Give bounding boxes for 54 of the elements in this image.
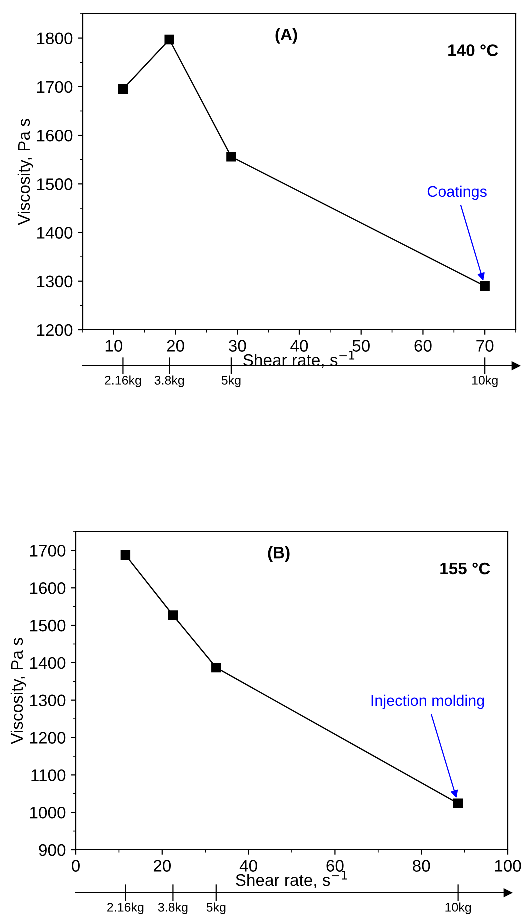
- point: [118, 84, 128, 94]
- y-tick-label: 1400: [30, 657, 66, 670]
- x-tick-label: 20: [167, 340, 184, 352]
- point: [453, 798, 464, 808]
- y-axis-title: Viscosity, Pa s: [10, 638, 26, 744]
- x-tick-label: 60: [414, 340, 432, 352]
- y-tick-label: 1500: [30, 620, 66, 632]
- x-tick-label: 30: [229, 340, 246, 352]
- x-tick-label: 100: [495, 860, 522, 872]
- annotation: (B): [268, 546, 290, 562]
- x-tick-label: 50: [352, 340, 370, 352]
- y-tick-label: 1600: [30, 582, 66, 594]
- x-tick-label: 10: [106, 340, 123, 352]
- x-tick-label: 40: [290, 340, 308, 352]
- y-tick-label: 1700: [30, 545, 66, 557]
- y-tick-label: 1300: [37, 276, 73, 288]
- annotation: 2.16kg: [108, 902, 144, 914]
- y-tick-label: 1100: [32, 770, 66, 782]
- x-tick-label: 20: [154, 860, 172, 872]
- y-tick-label: 1800: [37, 32, 73, 45]
- point: [212, 662, 222, 673]
- annotation: 140 °C: [448, 44, 498, 56]
- annotation: 5kg: [206, 902, 226, 914]
- x-tick-label: 70: [476, 340, 494, 352]
- y-tick-label: 900: [39, 844, 66, 856]
- annotation: 3.8kg: [158, 902, 188, 914]
- point: [480, 281, 490, 292]
- annotation: 2.16kg: [105, 376, 142, 388]
- x-tick-label: 40: [240, 860, 258, 872]
- point: [120, 550, 131, 560]
- annotation: 10kg: [472, 376, 498, 388]
- point: [164, 34, 174, 45]
- y-tick-label: 1400: [37, 227, 73, 239]
- y-tick-label: 1000: [30, 806, 66, 819]
- annotation: (A): [276, 28, 298, 44]
- y-tick-label: 1300: [30, 694, 66, 707]
- annotation: 3.8kg: [154, 376, 184, 388]
- x-tick-label: 60: [326, 860, 344, 872]
- x-axis-title: Shear rate, s$^{−1}$: [236, 871, 348, 888]
- annotation: 5kg: [222, 376, 241, 388]
- x-tick-label: 0: [72, 860, 80, 872]
- annotation: 10kg: [446, 902, 472, 914]
- y-tick-label: 1200: [37, 324, 73, 336]
- y-tick-label: 1600: [37, 130, 73, 142]
- annotation: Coatings: [428, 186, 487, 200]
- y-axis-title: Viscosity, Pa s: [18, 119, 34, 226]
- y-tick-label: 1500: [37, 178, 73, 190]
- annotation: 155 °C: [440, 562, 490, 575]
- annotation: Injection molding: [372, 694, 484, 710]
- point: [226, 152, 236, 162]
- y-tick-label: 1700: [37, 81, 73, 94]
- point: [168, 610, 178, 620]
- x-tick-label: 80: [413, 860, 430, 872]
- y-tick-label: 1200: [30, 732, 66, 744]
